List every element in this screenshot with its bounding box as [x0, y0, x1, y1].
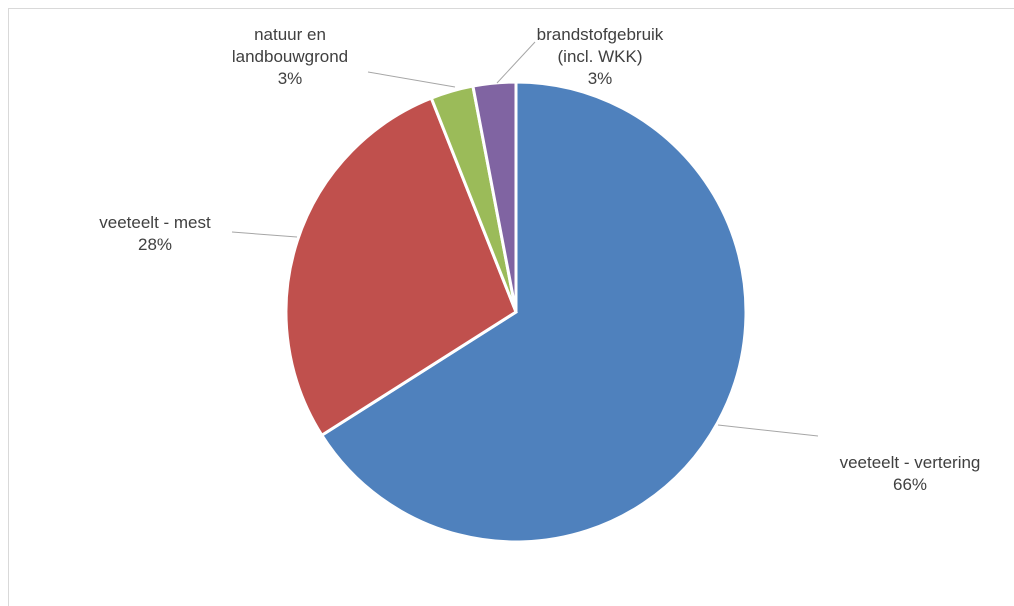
- pie-slice: [319, 80, 748, 544]
- pie-slice: [471, 80, 518, 313]
- value-label: 28%: [137, 235, 173, 254]
- data-label: veeteelt - vertering 66%: [815, 452, 1005, 496]
- chart-border: [8, 8, 1014, 606]
- value-label: 66%: [892, 475, 928, 494]
- category-label: brandstofgebruik (incl. WKK): [536, 25, 664, 66]
- leader-line: [717, 424, 819, 437]
- data-label: veeteelt - mest 28%: [70, 212, 240, 256]
- value-label: 3%: [587, 69, 613, 88]
- category-label: veeteelt - vertering: [839, 453, 981, 472]
- data-label: natuur en landbouwgrond 3%: [220, 24, 360, 90]
- leader-line: [231, 231, 298, 238]
- data-label: brandstofgebruik (incl. WKK) 3%: [530, 24, 670, 90]
- pie-slice: [284, 96, 518, 438]
- leader-line: [367, 71, 456, 88]
- category-label: natuur en landbouwgrond: [231, 25, 349, 66]
- value-label: 3%: [277, 69, 303, 88]
- category-label: veeteelt - mest: [99, 213, 211, 232]
- leader-line: [496, 41, 536, 84]
